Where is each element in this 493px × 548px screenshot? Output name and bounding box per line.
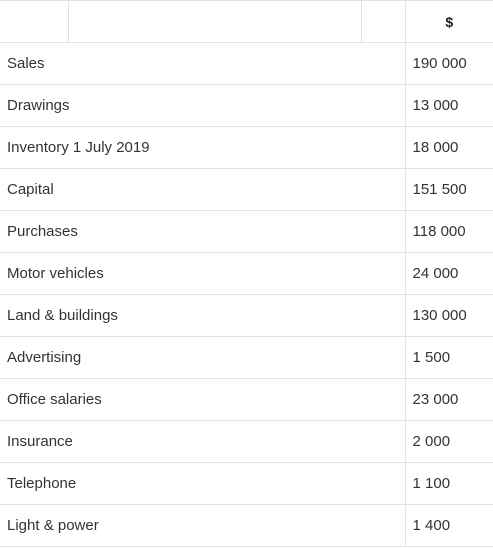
row-amount: 130 000	[405, 294, 493, 337]
currency-header: $	[405, 0, 493, 43]
row-amount: 118 000	[405, 210, 493, 253]
row-amount: 1 100	[405, 462, 493, 505]
header-cell-empty-1	[0, 0, 69, 43]
row-label: Inventory 1 July 2019	[0, 126, 406, 169]
row-amount: 13 000	[405, 84, 493, 127]
row-amount: 1 400	[405, 504, 493, 547]
table-row: Land & buildings 130 000	[0, 294, 493, 337]
row-amount: 18 000	[405, 126, 493, 169]
row-label: Motor vehicles	[0, 252, 406, 295]
table-row: Inventory 1 July 2019 18 000	[0, 126, 493, 169]
table-row: Office salaries 23 000	[0, 378, 493, 421]
row-amount: 24 000	[405, 252, 493, 295]
row-amount: 151 500	[405, 168, 493, 211]
row-amount: 23 000	[405, 378, 493, 421]
table-row: Capital 151 500	[0, 168, 493, 211]
row-amount: 2 000	[405, 420, 493, 463]
row-label: Light & power	[0, 504, 406, 547]
row-label: Office salaries	[0, 378, 406, 421]
row-label: Land & buildings	[0, 294, 406, 337]
table-row: Motor vehicles 24 000	[0, 252, 493, 295]
table-row: Sales 190 000	[0, 42, 493, 85]
row-label: Drawings	[0, 84, 406, 127]
table-row: Telephone 1 100	[0, 462, 493, 505]
table-row: Light & power 1 400	[0, 504, 493, 547]
header-row: $	[0, 0, 493, 43]
row-label: Purchases	[0, 210, 406, 253]
row-label: Insurance	[0, 420, 406, 463]
table-row: Purchases 118 000	[0, 210, 493, 253]
table-header: $	[0, 0, 493, 43]
row-amount: 190 000	[405, 42, 493, 85]
table-row: Insurance 2 000	[0, 420, 493, 463]
row-label: Telephone	[0, 462, 406, 505]
table-body: Sales 190 000 Drawings 13 000 Inventory …	[0, 42, 493, 547]
header-cell-empty-2	[68, 0, 362, 43]
row-label: Advertising	[0, 336, 406, 379]
table-row: Drawings 13 000	[0, 84, 493, 127]
row-label: Sales	[0, 42, 406, 85]
row-amount: 1 500	[405, 336, 493, 379]
table-row: Advertising 1 500	[0, 336, 493, 379]
header-cell-empty-3	[361, 0, 406, 43]
row-label: Capital	[0, 168, 406, 211]
